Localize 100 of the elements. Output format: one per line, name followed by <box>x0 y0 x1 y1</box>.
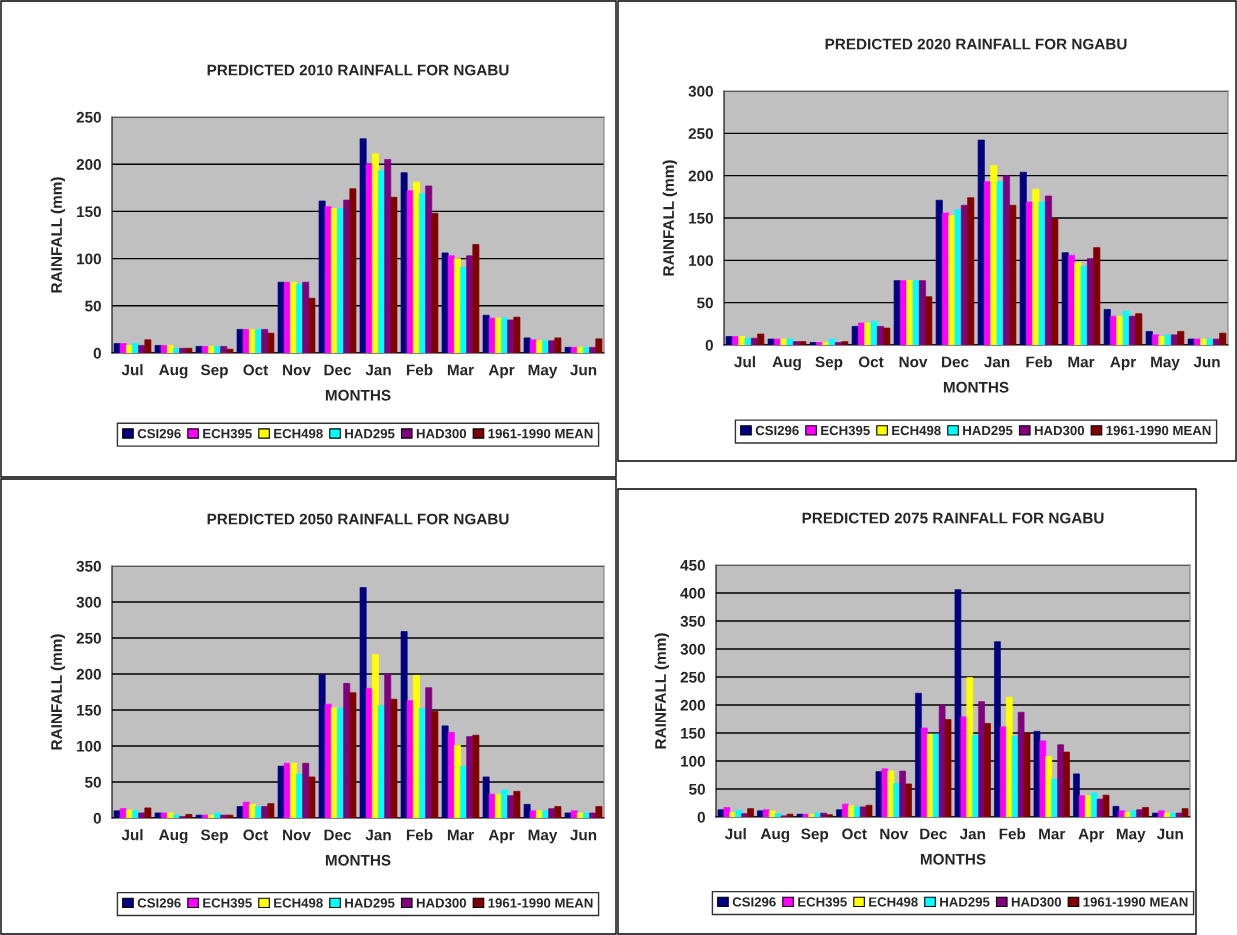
bar <box>1005 696 1013 817</box>
bar <box>799 341 807 345</box>
x-tick-label: Mar <box>1068 356 1095 368</box>
y-tick-label: 250 <box>76 632 101 644</box>
y-tick-label: 250 <box>680 671 705 683</box>
bar <box>529 339 537 353</box>
bar <box>851 326 859 345</box>
bar <box>883 327 891 345</box>
bar <box>977 139 985 345</box>
bar <box>349 692 357 818</box>
x-tick-label: May <box>1116 828 1146 843</box>
bar <box>542 810 549 818</box>
x-tick-label: Jan <box>365 364 391 376</box>
bar <box>1163 812 1171 817</box>
x-axis-title: MONTHS <box>920 853 986 865</box>
x-tick-label: Jul <box>724 828 746 840</box>
y-tick-label: 350 <box>680 615 705 627</box>
bar <box>984 723 991 817</box>
bar <box>1130 810 1138 817</box>
bar <box>564 346 572 353</box>
bar <box>925 296 933 345</box>
bar <box>744 337 752 345</box>
bar <box>290 762 297 818</box>
legend-label: ECH395 <box>203 898 252 908</box>
x-tick-label: Feb <box>1026 356 1052 368</box>
bar <box>1084 795 1092 817</box>
x-tick-label: Sep <box>815 356 843 371</box>
bar <box>915 692 922 817</box>
bar <box>488 317 496 353</box>
x-tick-label: Oct <box>243 829 269 841</box>
bar <box>792 341 800 345</box>
bar <box>413 675 420 818</box>
bar <box>921 727 928 817</box>
bar <box>1170 334 1178 345</box>
bar <box>972 734 980 817</box>
bar <box>132 810 139 818</box>
x-tick-label: May <box>528 364 558 379</box>
bar <box>249 803 256 818</box>
bar <box>236 329 244 353</box>
bar <box>738 336 746 345</box>
bar <box>261 329 269 353</box>
x-tick-label: Nov <box>880 828 909 840</box>
bar <box>1152 334 1160 345</box>
y-tick-label: 50 <box>689 783 705 795</box>
bar <box>454 744 461 818</box>
bar <box>220 346 228 353</box>
bar <box>1011 736 1019 817</box>
bar <box>1187 338 1195 345</box>
legend-label: CSI296 <box>755 425 799 436</box>
bar <box>570 810 578 818</box>
bar <box>119 808 127 818</box>
x-tick-label: Jan <box>959 828 985 840</box>
x-tick-label: Apr <box>1110 356 1136 371</box>
bar <box>978 701 985 817</box>
bar <box>1194 338 1202 345</box>
x-tick-label: Aug <box>772 356 801 371</box>
bar <box>208 814 215 818</box>
bar <box>226 814 234 818</box>
bar <box>548 808 556 818</box>
chart-title: PREDICTED 2075 RAINFALL FOR NGABU <box>802 512 1104 524</box>
x-tick-label: Nov <box>899 356 928 368</box>
bar <box>960 716 968 817</box>
bar <box>1073 773 1080 817</box>
y-tick-label: 150 <box>77 206 101 218</box>
bar <box>431 212 439 353</box>
bar <box>893 783 901 817</box>
y-tick-label: 50 <box>697 297 713 309</box>
bar <box>277 765 285 818</box>
bar <box>523 337 531 353</box>
bar <box>482 314 490 353</box>
bar <box>1135 313 1143 345</box>
bar <box>1009 204 1017 345</box>
legend-label: ECH498 <box>274 898 323 908</box>
bar <box>220 814 228 818</box>
bar <box>185 814 193 818</box>
chart-title: PREDICTED 2020 RAINFALL FOR NGABU <box>825 38 1127 50</box>
bar <box>349 188 357 353</box>
bar <box>144 807 152 818</box>
legend-label: HAD300 <box>1034 425 1085 436</box>
y-tick-label: 100 <box>681 755 705 767</box>
x-tick-label: May <box>528 829 558 844</box>
bar <box>870 320 878 345</box>
legend-label: 1961-1990 MEAN <box>488 428 593 439</box>
bar <box>226 348 234 353</box>
y-tick-label: 400 <box>680 587 705 599</box>
bar <box>1039 740 1047 817</box>
y-tick-label: 100 <box>689 255 713 267</box>
bar <box>1200 338 1208 345</box>
bar <box>1212 338 1220 345</box>
legend-label: 1961-1990 MEAN <box>488 898 593 908</box>
x-tick-label: Aug <box>159 829 188 844</box>
bar <box>154 812 162 818</box>
x-tick-label: Jun <box>1193 356 1220 368</box>
bar <box>1122 310 1130 345</box>
x-tick-label: Jul <box>121 364 143 376</box>
bar <box>786 338 794 345</box>
bar <box>725 336 733 345</box>
y-tick-label: 0 <box>93 812 101 824</box>
bar <box>932 733 940 817</box>
bar <box>954 209 962 345</box>
